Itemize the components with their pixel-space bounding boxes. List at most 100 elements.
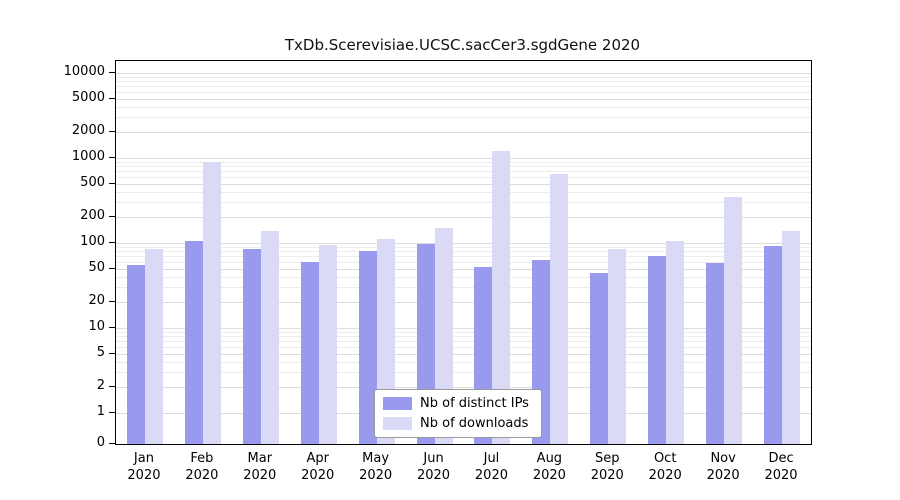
y-tick-label: 10	[88, 319, 105, 334]
legend-label: Nb of distinct IPs	[420, 396, 529, 411]
x-tick-year: 2020	[127, 468, 161, 483]
y-tick-label: 5000	[71, 89, 105, 105]
gridline	[116, 132, 811, 134]
bar-nb-of-downloads-feb	[202, 161, 221, 444]
x-tick-label: Jan 2020	[114, 450, 174, 484]
y-tick-mark	[109, 327, 115, 328]
legend-swatch	[383, 397, 412, 410]
gridline	[116, 353, 811, 355]
legend: Nb of distinct IPs Nb of downloads	[374, 389, 542, 438]
bar-nb-of-distinct-ips-sep	[590, 273, 609, 444]
y-tick-label: 10000	[63, 64, 105, 79]
bar-nb-of-downloads-aug	[550, 173, 569, 444]
bar-nb-of-distinct-ips-feb	[184, 241, 203, 444]
x-tick-year: 2020	[185, 468, 219, 483]
gridline	[116, 328, 811, 329]
x-tick-label: Oct 2020	[635, 450, 695, 484]
chart-title: TxDb.Scerevisiae.UCSC.sacCer3.sgdGene 20…	[284, 36, 641, 54]
gridline	[116, 268, 811, 270]
y-tick-mark	[109, 97, 115, 99]
y-tick-label: 0	[96, 435, 105, 450]
x-tick-year: 2020	[590, 468, 624, 483]
y-tick-mark	[109, 216, 115, 218]
x-tick-label: Sep 2020	[577, 450, 637, 484]
x-tick-year: 2020	[764, 468, 798, 483]
gridline	[116, 183, 811, 185]
x-tick-year: 2020	[706, 468, 740, 483]
gridline	[116, 387, 811, 389]
y-tick-label: 5	[96, 344, 105, 360]
gridline	[116, 76, 811, 78]
gridline	[116, 191, 811, 193]
x-tick-year: 2020	[243, 468, 277, 483]
gridline	[116, 106, 811, 108]
gridline	[116, 331, 811, 333]
gridline	[116, 117, 811, 119]
y-tick-mark	[109, 267, 115, 269]
x-tick-month: May	[362, 451, 390, 466]
legend-item-nb-of-downloads: Nb of downloads	[383, 416, 529, 431]
legend-item-nb-of-distinct-ips: Nb of distinct IPs	[383, 396, 529, 411]
bar-nb-of-distinct-ips-dec	[764, 246, 783, 444]
x-tick-label: Jun 2020	[404, 450, 464, 484]
x-tick-label: Apr 2020	[288, 450, 348, 484]
y-tick-mark	[109, 72, 115, 73]
bar-nb-of-distinct-ips-apr	[300, 261, 319, 444]
bar-nb-of-downloads-nov	[724, 196, 743, 444]
gridline	[116, 73, 811, 74]
bar-nb-of-distinct-ips-jan	[126, 265, 145, 444]
y-tick-mark	[109, 157, 115, 158]
gridline	[116, 256, 811, 258]
x-tick-label: Mar 2020	[230, 450, 290, 484]
bar-nb-of-downloads-sep	[608, 248, 627, 444]
y-tick-label: 20	[88, 293, 105, 309]
y-tick-label: 200	[80, 208, 105, 224]
y-tick-mark	[109, 301, 115, 303]
gridline	[116, 86, 811, 88]
y-tick-mark	[109, 386, 115, 388]
x-tick-label: May 2020	[346, 450, 406, 484]
bar-nb-of-downloads-jul	[492, 151, 511, 444]
x-tick-month: Apr	[306, 451, 329, 466]
x-tick-label: Nov 2020	[693, 450, 753, 484]
bar-nb-of-distinct-ips-may	[358, 251, 377, 444]
x-tick-year: 2020	[474, 468, 508, 483]
gridline	[116, 217, 811, 219]
x-tick-label: Aug 2020	[519, 450, 579, 484]
x-tick-month: Feb	[190, 451, 214, 466]
gridline	[116, 276, 811, 278]
gridline	[116, 98, 811, 100]
x-tick-year: 2020	[532, 468, 566, 483]
x-tick-label: Jul 2020	[461, 450, 521, 484]
x-tick-month: Dec	[768, 451, 794, 466]
y-tick-mark	[109, 182, 115, 184]
gridline	[116, 261, 811, 263]
gridline	[116, 91, 811, 93]
bar-nb-of-downloads-oct	[666, 241, 685, 444]
x-tick-month: Jan	[133, 451, 154, 466]
bar-nb-of-distinct-ips-oct	[648, 256, 667, 444]
gridline	[116, 251, 811, 253]
x-tick-year: 2020	[359, 468, 393, 483]
x-tick-month: Jun	[423, 451, 444, 466]
gridline	[116, 161, 811, 163]
gridline	[116, 361, 811, 363]
bar-nb-of-distinct-ips-mar	[242, 248, 261, 444]
x-tick-month: Mar	[247, 451, 273, 466]
x-tick-year: 2020	[648, 468, 682, 483]
y-tick-label: 2000	[71, 123, 105, 139]
plot-area: Nb of distinct IPs Nb of downloads	[115, 60, 812, 445]
x-tick-month: Aug	[536, 451, 563, 466]
legend-swatch	[383, 417, 412, 430]
y-tick-label: 100	[80, 234, 105, 249]
bar-nb-of-downloads-dec	[782, 230, 801, 444]
gridline	[116, 158, 811, 159]
bar-nb-of-downloads-mar	[260, 230, 279, 444]
gridline	[116, 246, 811, 248]
gridline	[116, 81, 811, 83]
gridline	[116, 341, 811, 343]
bar-nb-of-distinct-ips-nov	[706, 263, 725, 444]
x-tick-month: Sep	[595, 451, 620, 466]
x-tick-month: Jul	[483, 451, 500, 466]
